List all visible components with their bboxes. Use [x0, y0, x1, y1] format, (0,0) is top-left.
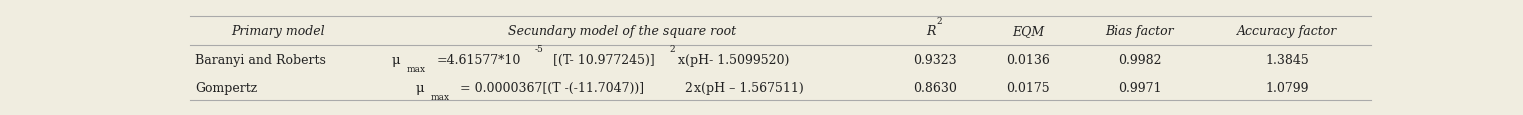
- Text: -5: -5: [535, 45, 544, 54]
- Text: 2: 2: [937, 16, 943, 25]
- Text: x(pH- 1.5099520): x(pH- 1.5099520): [678, 53, 790, 66]
- Text: EQM: EQM: [1011, 25, 1043, 38]
- Text: x(pH – 1.567511): x(pH – 1.567511): [694, 82, 804, 95]
- Text: Accuracy factor: Accuracy factor: [1237, 25, 1337, 38]
- Text: Bias factor: Bias factor: [1106, 25, 1174, 38]
- Text: μ: μ: [391, 53, 401, 66]
- Text: 1.3845: 1.3845: [1266, 53, 1308, 66]
- Text: max: max: [431, 93, 449, 102]
- Text: max: max: [407, 64, 426, 73]
- Text: Gompertz: Gompertz: [195, 82, 257, 95]
- Text: = 0.0000367[(T -(-11.7047))]: = 0.0000367[(T -(-11.7047))]: [460, 82, 644, 95]
- Text: [(T- 10.977245)]: [(T- 10.977245)]: [553, 53, 655, 66]
- Text: =4.61577*10: =4.61577*10: [437, 53, 521, 66]
- Text: 2: 2: [669, 45, 675, 54]
- Text: Secundary model of the square root: Secundary model of the square root: [507, 25, 736, 38]
- Text: 0.9982: 0.9982: [1118, 53, 1162, 66]
- Text: 2: 2: [684, 82, 693, 95]
- Text: μ: μ: [416, 82, 423, 95]
- Text: 0.0136: 0.0136: [1005, 53, 1049, 66]
- Text: R: R: [926, 25, 935, 38]
- Text: 0.0175: 0.0175: [1007, 82, 1049, 95]
- Text: 0.8630: 0.8630: [912, 82, 956, 95]
- Text: Primary model: Primary model: [231, 25, 324, 38]
- Text: 0.9323: 0.9323: [912, 53, 956, 66]
- Text: Baranyi and Roberts: Baranyi and Roberts: [195, 53, 326, 66]
- Text: 1.0799: 1.0799: [1266, 82, 1308, 95]
- Text: 0.9971: 0.9971: [1118, 82, 1162, 95]
